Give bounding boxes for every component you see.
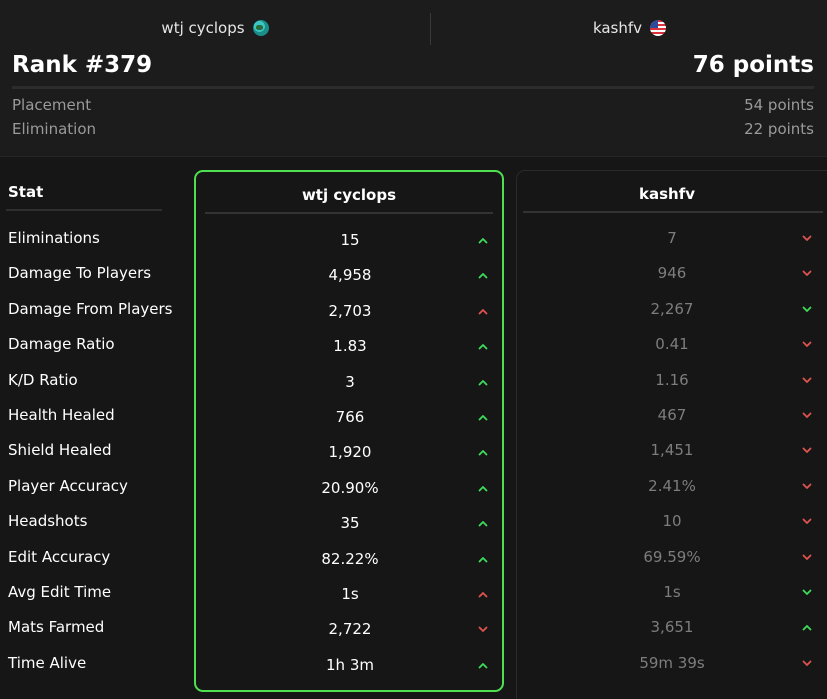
stat-label: Shield Healed (8, 441, 112, 459)
player2-header[interactable]: kashfv (432, 16, 827, 40)
player2-stat-value: 0.41 (655, 335, 689, 353)
chevron-down-icon (802, 446, 812, 454)
player1-stat-value: 35 (340, 514, 360, 532)
player1-stat-value: 82.22% (321, 550, 379, 568)
player2-stat-value: 10 (662, 512, 682, 530)
elimination-points: 22 points (744, 120, 814, 138)
player2-stat-value: 946 (657, 264, 687, 282)
player2-stat-value: 7 (667, 229, 677, 247)
player2-stat-value: 1s (663, 583, 681, 601)
stat-label: Time Alive (8, 654, 87, 672)
summary-divider (12, 86, 814, 89)
placement-points: 54 points (744, 96, 814, 114)
chevron-up-icon (478, 448, 488, 456)
player1-column-header: wtj cyclops (301, 186, 397, 204)
elimination-label: Elimination (12, 120, 97, 138)
chevron-up-icon (478, 555, 488, 563)
stat-label: Damage From Players (8, 300, 173, 318)
stat-label: Headshots (8, 512, 88, 530)
player2-stat-value: 3,651 (650, 618, 694, 636)
chevron-up-icon (802, 623, 812, 631)
player1-stat-value: 20.90% (321, 479, 379, 497)
chevron-up-icon (478, 307, 488, 315)
chevron-down-icon (802, 588, 812, 596)
player1-stats-column: wtj cyclops (194, 170, 504, 692)
player2-stat-value: 69.59% (643, 548, 701, 566)
chevron-up-icon (478, 661, 488, 669)
chevron-up-icon (478, 236, 488, 244)
player2-stats-column: kashfv (516, 170, 827, 699)
stat-label: Damage Ratio (8, 335, 115, 353)
chevron-down-icon (802, 517, 812, 525)
stat-label: Player Accuracy (8, 477, 128, 495)
player1-stat-value: 1,920 (328, 443, 372, 461)
stat-label: Damage To Players (8, 264, 152, 282)
player2-name: kashfv (592, 19, 643, 37)
chevron-down-icon (478, 625, 488, 633)
player1-name: wtj cyclops (161, 19, 245, 37)
chevron-down-icon (802, 376, 812, 384)
chevron-up-icon (478, 378, 488, 386)
player1-header[interactable]: wtj cyclops (0, 16, 430, 40)
chevron-down-icon (802, 305, 812, 313)
player1-header-underline (205, 212, 493, 214)
stat-label: Mats Farmed (8, 618, 105, 636)
total-points: 76 points (692, 52, 814, 78)
stat-column-header: Stat (8, 183, 44, 201)
player2-column-header: kashfv (638, 185, 695, 203)
stat-header-underline (6, 209, 162, 211)
player2-stat-value: 1,451 (650, 441, 694, 459)
stat-label: Edit Accuracy (8, 548, 111, 566)
player1-stat-value: 1s (341, 585, 359, 603)
chevron-down-icon (802, 659, 812, 667)
chevron-up-icon (478, 413, 488, 421)
player2-header-underline (523, 211, 823, 213)
player2-stat-value: 467 (657, 406, 687, 424)
stat-label: Health Healed (8, 406, 115, 424)
player1-stat-value: 1.83 (333, 337, 367, 355)
stat-label: K/D Ratio (8, 371, 78, 389)
player2-stat-value: 59m 39s (639, 654, 705, 672)
chevron-up-icon (478, 342, 488, 350)
rank-title: Rank #379 (12, 52, 153, 78)
placement-label: Placement (12, 96, 92, 114)
player2-stat-value: 2,267 (650, 300, 694, 318)
header-divider (430, 13, 431, 45)
stat-label: Avg Edit Time (8, 583, 112, 601)
chevron-down-icon (802, 482, 812, 490)
stat-label: Eliminations (8, 229, 100, 247)
player1-stat-value: 2,722 (328, 620, 372, 638)
chevron-down-icon (802, 553, 812, 561)
chevron-up-icon (478, 519, 488, 527)
chevron-up-icon (478, 590, 488, 598)
match-summary-panel: wtj cyclops kashfv Rank #379 76 points P… (0, 0, 827, 157)
chevron-down-icon (802, 234, 812, 242)
globe-icon (252, 20, 269, 36)
player2-stat-value: 1.16 (655, 371, 689, 389)
chevron-down-icon (802, 411, 812, 419)
player1-stat-value: 15 (340, 231, 360, 249)
us-flag-icon (650, 20, 667, 36)
player1-stat-value: 3 (345, 373, 355, 391)
chevron-up-icon (478, 484, 488, 492)
chevron-down-icon (802, 269, 812, 277)
chevron-down-icon (802, 340, 812, 348)
player2-stat-value: 2.41% (648, 477, 696, 495)
player1-stat-value: 2,703 (328, 302, 372, 320)
player1-stat-value: 766 (335, 408, 365, 426)
player1-stat-value: 1h 3m (326, 656, 374, 674)
chevron-up-icon (478, 271, 488, 279)
player1-stat-value: 4,958 (328, 266, 372, 284)
